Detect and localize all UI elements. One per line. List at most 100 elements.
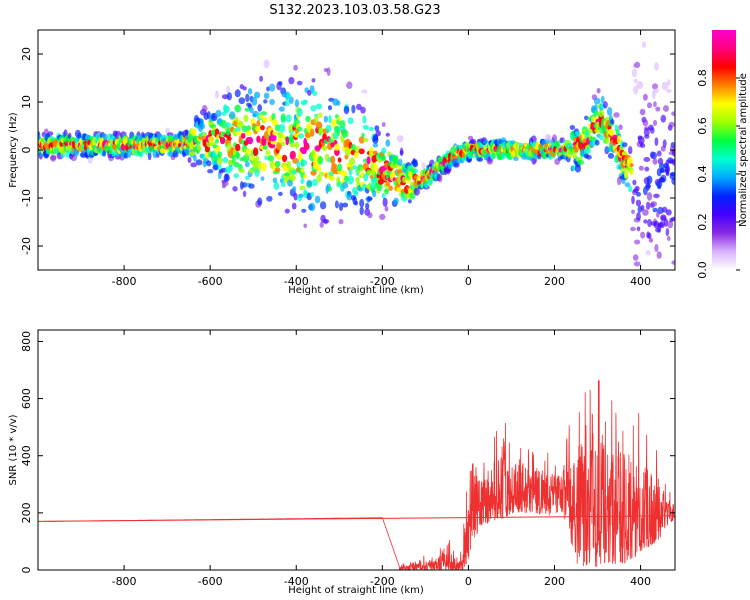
colorbar-label: Normalized spectral amplitude <box>738 73 749 227</box>
spectrogram-cell <box>300 159 308 167</box>
x-tick-label: 400 <box>630 575 651 588</box>
x-tick-label: -400 <box>284 575 309 588</box>
spectrogram-cell <box>397 164 404 171</box>
spectrogram-y-label: Frequency (Hz) <box>8 112 19 188</box>
spectrogram-cell <box>147 151 152 161</box>
spectrogram-cell <box>634 239 641 245</box>
spectrogram-cell <box>319 201 327 210</box>
spectrogram-cell <box>363 138 369 142</box>
spectrogram-cell <box>280 113 286 122</box>
spectrogram-cell <box>642 209 649 216</box>
spectrogram-cell <box>289 150 296 160</box>
spectrogram-cell <box>412 159 418 168</box>
spectrogram-cell <box>628 185 633 193</box>
y-tick-label: 20 <box>20 47 33 61</box>
colorbar-tick-label: 0.0 <box>696 261 709 279</box>
spectrogram-cell <box>600 95 605 104</box>
spectrogram-cell <box>630 226 636 232</box>
spectrogram-cell <box>278 106 285 112</box>
spectrogram-cell <box>661 81 668 90</box>
spectrogram-cell <box>330 155 336 165</box>
spectrogram-cell <box>294 99 300 108</box>
spectrogram-cell <box>226 85 230 93</box>
spectrogram-cell <box>316 166 322 172</box>
spectrogram-cell <box>368 146 374 155</box>
colorbar-tick-label: 0.4 <box>696 165 709 183</box>
spectrogram-cell <box>394 163 399 169</box>
spectrogram-cell <box>362 124 369 130</box>
spectrogram-cell <box>217 151 222 158</box>
spectrogram-cell <box>384 188 389 195</box>
spectrogram-cell <box>666 271 671 276</box>
spectrogram-cell <box>671 148 675 157</box>
spectrogram-cell <box>636 226 641 232</box>
spectrogram-cell <box>399 150 404 155</box>
spectrogram-cell <box>246 149 252 154</box>
snr-baseline <box>38 515 675 522</box>
spectrogram-cell <box>278 81 283 86</box>
colorbar-ticks: 0.0 0.2 0.4 0.6 0.8 <box>696 69 740 279</box>
spectrogram-cell <box>215 138 219 144</box>
spectrogram-cell <box>268 83 276 92</box>
spectrogram-cell <box>245 130 252 137</box>
spectrogram-cell <box>271 119 278 127</box>
spectrogram-cell <box>216 156 223 165</box>
spectrogram-cell <box>350 144 356 151</box>
spectrogram-cell <box>634 61 641 68</box>
spectrogram-cell <box>379 213 386 220</box>
spectrogram-cell <box>333 143 340 151</box>
spectrogram-cell <box>596 88 601 94</box>
spectrogram-cell <box>298 193 304 198</box>
spectrogram-cell <box>633 78 638 84</box>
spectrogram-cell <box>650 126 655 134</box>
spectrogram-cell <box>385 139 391 147</box>
spectrogram-cell <box>653 101 657 108</box>
spectrogram-cell <box>632 254 639 261</box>
spectrogram-cell <box>276 154 282 161</box>
spectrogram-cell <box>385 181 391 187</box>
spectrogram-cell <box>667 220 674 229</box>
spectrogram-cell <box>77 132 82 139</box>
spectrogram-cell <box>640 204 645 211</box>
spectrogram-cell <box>318 171 325 177</box>
spectrogram-cell <box>311 178 318 187</box>
spectrogram-cell <box>327 105 333 111</box>
spectrogram-cell <box>638 136 645 145</box>
spectrogram-cell <box>665 228 670 237</box>
spectrogram-cell <box>368 126 374 132</box>
spectrogram-cell <box>257 104 263 112</box>
spectrogram-cell <box>381 122 386 127</box>
spectrogram-cell <box>241 182 248 188</box>
spectrogram-cell <box>277 131 284 139</box>
spectrogram-y-ticks: -20 -10 0 10 20 <box>20 47 675 255</box>
spectrogram-cell <box>354 190 359 197</box>
spectrogram-cell <box>665 209 672 216</box>
spectrogram-cell <box>381 147 387 154</box>
spectrogram-cell <box>347 175 354 185</box>
spectrogram-cell <box>665 166 670 176</box>
spectrogram-cell <box>244 161 250 168</box>
x-tick-label: 0 <box>465 275 472 288</box>
spectrogram-cell <box>629 168 634 176</box>
spectrogram-cell <box>257 197 263 206</box>
y-tick-label: 200 <box>20 502 33 523</box>
spectrogram-cell <box>363 173 369 182</box>
spectrogram-cell <box>393 155 399 164</box>
spectrogram-cell <box>188 151 196 157</box>
spectrogram-cell <box>102 150 106 157</box>
spectrogram-cell <box>219 136 226 145</box>
spectrogram-cell <box>300 177 305 185</box>
spectrogram-cell <box>207 169 214 174</box>
spectrogram-cell <box>315 103 323 110</box>
spectrogram-cell <box>294 141 299 149</box>
x-tick-label: -200 <box>370 275 395 288</box>
spectrogram-cell <box>260 125 265 131</box>
spectrogram-cell <box>263 59 270 69</box>
spectrogram-cell <box>337 116 342 121</box>
y-tick-label: 800 <box>20 331 33 352</box>
spectrogram-cell <box>266 149 270 158</box>
spectrogram-cell <box>372 143 379 148</box>
spectrogram-cell <box>663 218 669 227</box>
spectrogram-cell <box>217 162 222 172</box>
spectrogram-cell <box>648 237 654 243</box>
